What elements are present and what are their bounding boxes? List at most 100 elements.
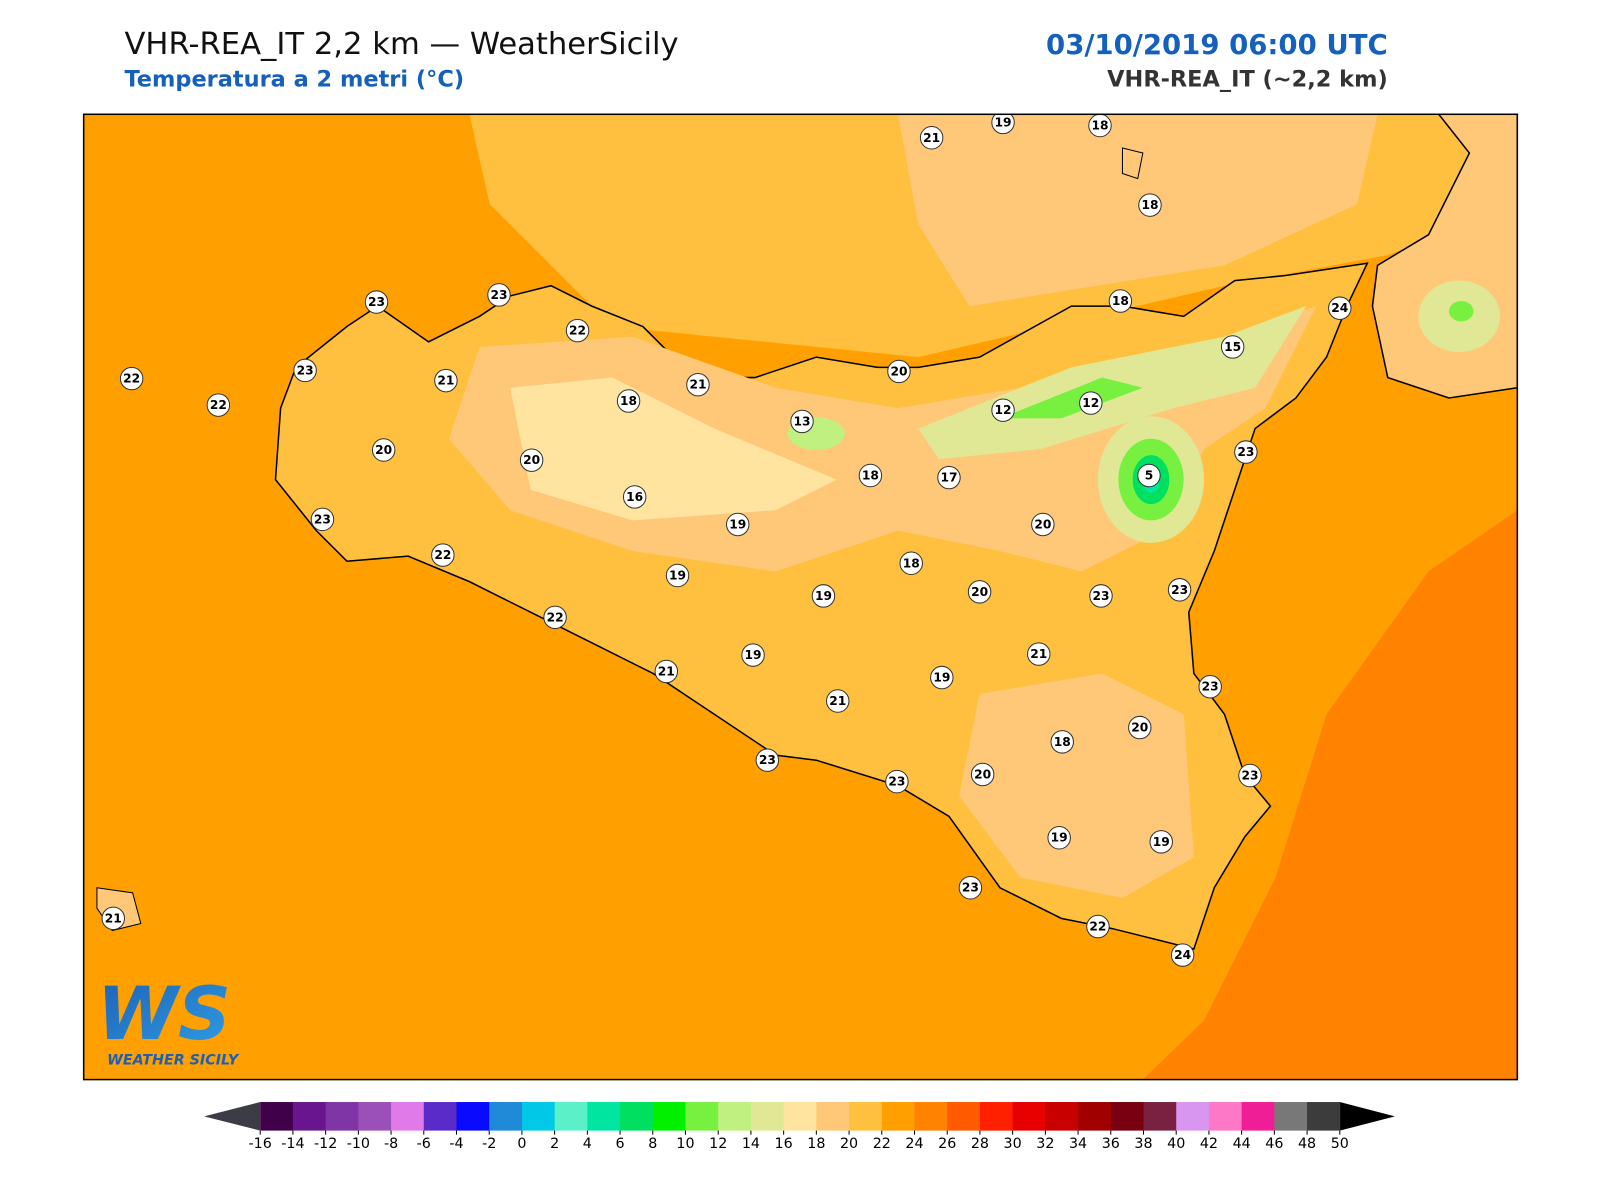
station-marker <box>991 398 1015 422</box>
station-marker <box>790 409 814 434</box>
station-marker <box>958 876 983 900</box>
station-marker <box>741 643 765 667</box>
warm-sea <box>1142 510 1518 1080</box>
station-marker <box>1220 335 1245 359</box>
colorbar-tick-label: 8 <box>648 1136 657 1152</box>
station-value: 13 <box>794 414 811 428</box>
colorbar-swatch <box>1110 1102 1145 1131</box>
station-marker <box>616 389 641 413</box>
colorbar-tick-label: -16 <box>249 1136 272 1152</box>
colorbar-tick-label: 16 <box>775 1136 793 1152</box>
station-value: 21 <box>829 694 846 708</box>
colorbar-swatch <box>521 1102 556 1131</box>
stations: 21 19 18 18 23 23 22 18 24 22 23 21 15 22 18 21 20 13 12 12… <box>101 114 1352 967</box>
logo-text: WEATHER SICILY <box>107 1052 240 1068</box>
subtitle: Temperatura a 2 metri (°C) <box>124 67 464 93</box>
station-value: 23 <box>1241 769 1258 783</box>
colorbar-swatch <box>1078 1102 1112 1131</box>
station-marker <box>1086 914 1110 939</box>
station-value: 5 <box>1145 469 1154 483</box>
colorbar-tick-label: -12 <box>314 1136 337 1152</box>
station-marker <box>1050 730 1074 754</box>
station-marker <box>755 748 780 772</box>
station-marker <box>991 114 1015 135</box>
station-value: 22 <box>123 372 140 386</box>
nebrodi-zone <box>999 377 1143 419</box>
colorbar-tick-label: -4 <box>449 1136 463 1152</box>
station-marker <box>119 366 144 391</box>
station-marker <box>1328 296 1352 320</box>
colorbar-swatch <box>620 1102 654 1131</box>
colorbar-swatch <box>292 1102 327 1131</box>
station-value: 23 <box>759 753 776 767</box>
colorbar-tick-label: 14 <box>742 1136 760 1152</box>
colorbar-tick-label: 30 <box>1004 1136 1022 1152</box>
station-value: 23 <box>368 295 385 309</box>
map: 21 19 18 18 23 23 22 18 24 22 23 21 15 22 18 21 20 13 12 12… <box>83 114 1518 1080</box>
colorbar-swatch <box>587 1102 621 1131</box>
station-marker <box>1088 114 1112 138</box>
station-marker <box>519 448 544 472</box>
station-value: 19 <box>995 115 1012 129</box>
colorbar-tick-label: -10 <box>347 1136 370 1152</box>
station-value: 18 <box>1054 735 1071 749</box>
station-value: 20 <box>974 767 991 781</box>
station-value: 18 <box>903 556 920 570</box>
colorbar-tick-label: 42 <box>1200 1136 1218 1152</box>
colorbar-swatch <box>849 1102 883 1131</box>
colorbar-tick-label: 12 <box>709 1136 727 1152</box>
station-marker <box>565 318 590 343</box>
colorbar-tick-label: 18 <box>807 1136 825 1152</box>
colorbar-swatch <box>1012 1102 1046 1131</box>
colorbar-tick-label: 28 <box>971 1136 989 1152</box>
colorbar-tick-label: -8 <box>384 1136 398 1152</box>
station-value: 20 <box>1034 517 1051 531</box>
station-marker <box>1234 440 1258 464</box>
station-value: 23 <box>297 363 314 377</box>
model-label: VHR-REA_IT (~2,2 km) <box>1107 67 1388 93</box>
colorbar-swatch <box>750 1102 785 1131</box>
station-marker <box>1108 289 1133 313</box>
colorbar-swatch <box>358 1102 392 1131</box>
colorbar-tick-label: 38 <box>1134 1136 1152 1152</box>
colorbar-tick-label: 2 <box>550 1136 559 1152</box>
station-value: 18 <box>1141 198 1158 212</box>
colorbar-swatch <box>652 1102 687 1131</box>
colorbar-tick-label: -2 <box>482 1136 496 1152</box>
station-marker <box>937 465 961 490</box>
station-value: 18 <box>1091 119 1108 133</box>
station-marker <box>826 689 850 713</box>
station-value: 17 <box>940 471 957 485</box>
station-value: 21 <box>1030 647 1047 661</box>
station-marker <box>726 512 750 537</box>
station-marker <box>293 358 317 383</box>
station-value: 12 <box>1082 396 1099 410</box>
station-value: 21 <box>105 911 122 925</box>
station-value: 19 <box>729 517 746 531</box>
station-marker <box>101 906 125 931</box>
station-marker <box>1128 715 1152 740</box>
station-value: 20 <box>971 585 988 599</box>
station-marker <box>1138 193 1162 217</box>
station-marker <box>858 463 883 488</box>
station-marker <box>1031 512 1055 537</box>
station-value: 24 <box>1331 301 1348 315</box>
tyrrhenian-zone <box>897 114 1378 307</box>
colorbar-tick-label: 32 <box>1036 1136 1054 1152</box>
station-value: 22 <box>434 548 451 562</box>
station-marker <box>885 769 909 794</box>
aspromonte <box>1448 301 1474 322</box>
colorbar-swatch <box>685 1102 719 1131</box>
colorbar-tick-label: 48 <box>1298 1136 1316 1152</box>
station-marker <box>919 126 944 150</box>
colorbar-swatch <box>718 1102 752 1131</box>
colorbar-swatch <box>1045 1102 1079 1131</box>
station-marker <box>1079 391 1103 415</box>
station-value: 20 <box>1131 721 1148 735</box>
station-marker <box>811 584 836 608</box>
colorbar-swatch <box>325 1102 359 1131</box>
colorbar-tick-label: 40 <box>1167 1136 1185 1152</box>
station-value: 12 <box>995 403 1012 417</box>
station-value: 19 <box>815 589 832 603</box>
colorbar-tick-label: 44 <box>1233 1136 1251 1152</box>
